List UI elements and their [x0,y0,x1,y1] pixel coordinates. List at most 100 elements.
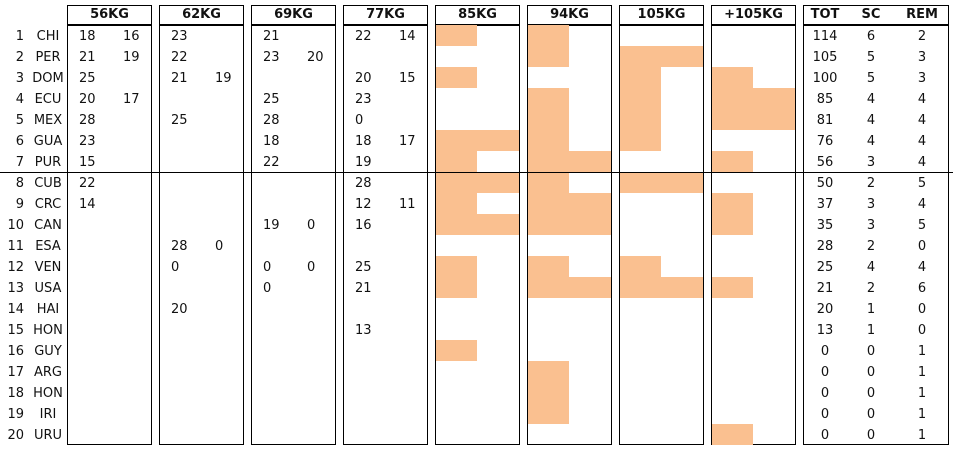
total-points: 0 [820,344,830,359]
weight-class-score: 22 [355,29,372,44]
attempt-cell-filled [436,193,477,214]
total-points: 85 [816,92,834,107]
total-points: 28 [816,239,834,254]
attempt-cell-filled [620,130,661,151]
attempt-cell-filled [477,130,519,151]
score-count: 6 [866,29,876,44]
attempt-cell-filled [528,382,569,403]
weight-class-score: 0 [263,260,272,275]
weight-class-header: 56KG [67,5,152,25]
team-code: USA [34,281,62,296]
attempt-cell-filled [528,109,569,130]
totals-header: REM [906,7,938,22]
score-count: 3 [866,155,876,170]
team-code: CUB [34,176,62,191]
total-points: 21 [816,281,834,296]
rank-number: 3 [15,71,24,86]
remaining-count: 1 [917,428,927,443]
remaining-count: 0 [917,323,927,338]
score-count: 4 [866,134,876,149]
attempt-cell-filled [528,172,569,193]
attempt-cell-filled [569,193,611,214]
weight-class-score: 18 [79,29,96,44]
remaining-count: 5 [917,218,927,233]
attempt-cell-filled [436,277,477,298]
weight-class-score: 25 [263,92,280,107]
weight-class-score: 16 [355,218,372,233]
weight-class-score: 21 [263,29,280,44]
attempt-cell-filled [436,25,477,46]
team-code: GUY [34,344,62,359]
weight-class-score: 28 [355,176,372,191]
divider-line [0,172,953,173]
total-points: 0 [820,365,830,380]
score-count: 0 [866,386,876,401]
team-code: ESA [35,239,61,254]
attempt-cell-filled [661,46,703,67]
remaining-count: 4 [917,92,927,107]
team-code: DOM [32,71,64,86]
attempt-cell-filled [528,403,569,424]
total-points: 76 [816,134,834,149]
attempt-cell-filled [528,277,569,298]
attempt-cell-filled [620,67,661,88]
weight-class-score: 21 [79,50,96,65]
weight-class-score: 18 [263,134,280,149]
total-points: 20 [816,302,834,317]
weight-class-score: 19 [215,71,232,86]
total-points: 0 [820,428,830,443]
weight-class-score: 15 [79,155,96,170]
attempt-cell-filled [528,256,569,277]
weight-class-header: 62KG [159,5,244,25]
attempt-cell-filled [436,256,477,277]
remaining-count: 5 [917,176,927,191]
weight-class-score: 20 [171,302,188,317]
team-code: HON [33,386,63,401]
score-count: 0 [866,344,876,359]
score-count: 1 [866,302,876,317]
total-points: 100 [812,71,838,86]
weight-class-score: 16 [123,29,140,44]
total-points: 13 [816,323,834,338]
attempt-cell-filled [436,130,477,151]
rank-number: 19 [7,407,24,422]
weight-class-column [67,25,152,445]
total-points: 0 [820,407,830,422]
attempt-cell-filled [528,214,569,235]
attempt-cell-filled [436,214,477,235]
remaining-count: 1 [917,407,927,422]
weight-class-column [435,25,520,445]
attempt-cell-filled [528,88,569,109]
remaining-count: 0 [917,239,927,254]
weight-class-score: 17 [123,92,140,107]
attempt-cell-filled [436,172,477,193]
score-count: 0 [866,407,876,422]
rank-number: 6 [15,134,24,149]
attempt-cell-filled [661,172,703,193]
weight-class-header: 77KG [343,5,428,25]
rank-number: 15 [7,323,24,338]
team-code: VEN [34,260,62,275]
team-code: CHI [36,29,60,44]
weight-class-column [343,25,428,445]
weight-class-score: 21 [171,71,188,86]
weight-class-column [619,25,704,445]
attempt-cell-filled [436,67,477,88]
rank-number: 16 [7,344,24,359]
attempt-cell-filled [620,88,661,109]
totals-header: SC [861,7,881,22]
attempt-cell-filled [712,151,753,172]
attempt-cell-filled [712,193,753,214]
weight-class-score: 0 [307,260,316,275]
totals-header: TOT [810,7,840,22]
remaining-count: 4 [917,197,927,212]
rank-number: 11 [7,239,24,254]
total-points: 81 [816,113,834,128]
attempt-cell-filled [477,172,519,193]
rank-number: 20 [7,428,24,443]
weight-class-score: 21 [355,281,372,296]
attempt-cell-filled [569,151,611,172]
remaining-count: 4 [917,155,927,170]
attempt-cell-filled [569,277,611,298]
